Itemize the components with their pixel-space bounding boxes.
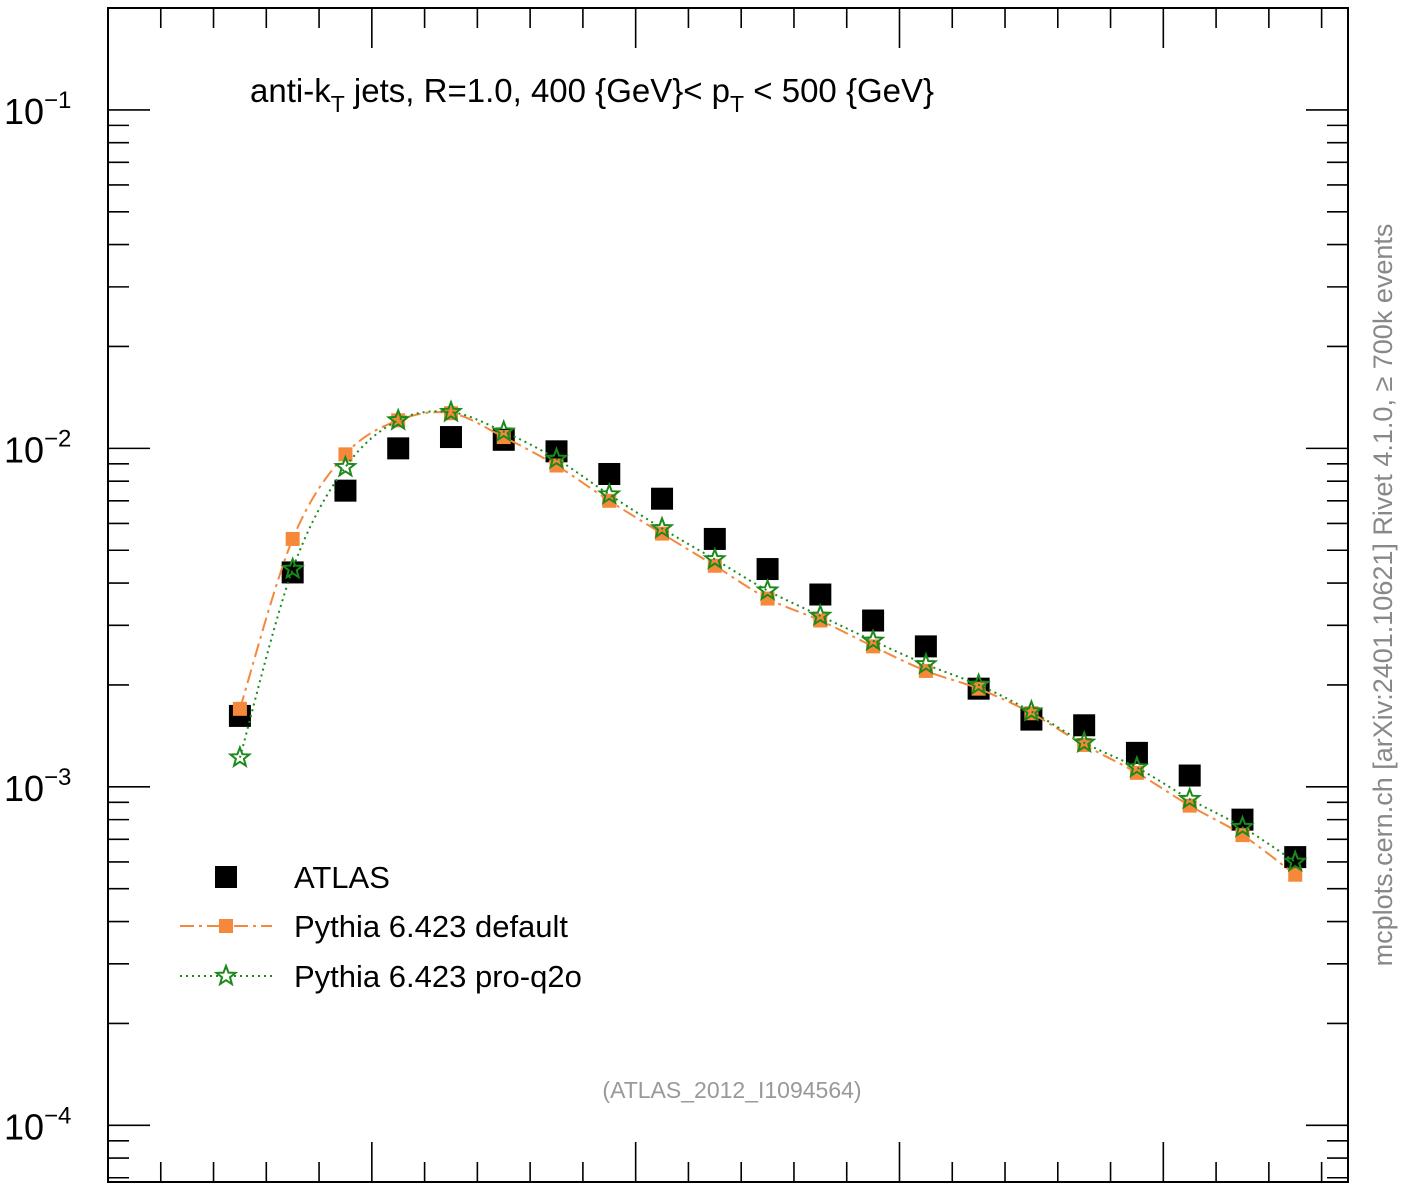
y-tick-label-base: 10 [4,91,44,132]
y-tick-label-base: 10 [4,768,44,809]
data-point [1230,814,1255,838]
y-tick-label-exp: −1 [44,87,71,114]
legend-marker [219,919,233,933]
data-point [809,583,832,606]
data-point [232,701,247,716]
legend-label: Pythia 6.423 default [294,909,568,944]
plot-border [107,7,1349,1183]
legend-label: Pythia 6.423 pro-q2o [294,959,582,994]
data-point [1073,714,1096,737]
data-point [966,672,991,696]
series-line [238,411,1296,876]
data-point [808,603,833,627]
data-point [285,531,300,546]
legend-entry: Pythia 6.423 default [180,909,568,944]
legend: ATLAS Pythia 6.423 default Pythia 6.423 pr… [180,860,582,994]
data-point [598,462,621,485]
legend-entry: ATLAS [215,860,390,895]
data-point [333,454,358,478]
data-point [1125,741,1148,764]
y-tick-label: 10 −1 [4,87,71,132]
data-point [385,407,411,431]
data-point [439,426,462,449]
analysis-annotation: (ATLAS_2012_I1094564) [602,1077,861,1103]
data-point [649,515,675,539]
data-point [1019,698,1044,722]
legend-entry: Pythia 6.423 pro-q2o [180,959,582,994]
data-point [702,546,728,570]
legend-label: ATLAS [294,860,390,895]
data-point [755,577,780,602]
y-tick-label: 10 −4 [4,1102,71,1147]
data-point [1235,828,1250,843]
data-point [703,527,726,550]
y-tick-label-exp: −3 [44,764,71,791]
series-group [227,399,1308,882]
y-tick-labels: 10−110−210−310−4 [4,87,71,1147]
data-point [387,437,410,460]
y-tick-label-base: 10 [4,429,44,470]
y-tick-label: 10 −2 [4,425,71,470]
data-point [651,487,674,510]
data-point [860,627,886,652]
data-point [1071,729,1097,754]
series-2 [227,399,1308,873]
data-point [913,651,939,675]
data-point [544,446,569,470]
y-tick-label-exp: −2 [44,425,71,452]
legend-marker [215,866,237,888]
data-point [1282,849,1308,873]
data-point [1177,786,1202,810]
y-tick-label-base: 10 [4,1106,44,1147]
y-tick-label-exp: −4 [44,1102,71,1129]
data-point [914,635,937,658]
data-point [756,558,779,581]
data-point [760,591,775,606]
data-point [1178,764,1201,787]
chart-title: anti-kT jets, R=1.0, 400 {GeV}< pT < 500… [250,72,934,117]
data-point [597,481,622,506]
data-point [1288,867,1303,882]
data-point [862,609,885,632]
plot-frame [107,7,1349,1183]
side-label: mcplots.cern.ch [arXiv:2401.10621] Rivet… [1368,224,1398,967]
y-tick-label: 10 −3 [4,764,71,809]
data-point [1124,754,1150,779]
data-point [491,418,517,443]
data-point [227,744,253,769]
data-point [334,479,357,502]
data-point [280,556,305,580]
legend-marker [213,963,239,987]
data-point [338,447,353,462]
axis-ticks [108,7,1348,1182]
data-point [438,399,464,423]
